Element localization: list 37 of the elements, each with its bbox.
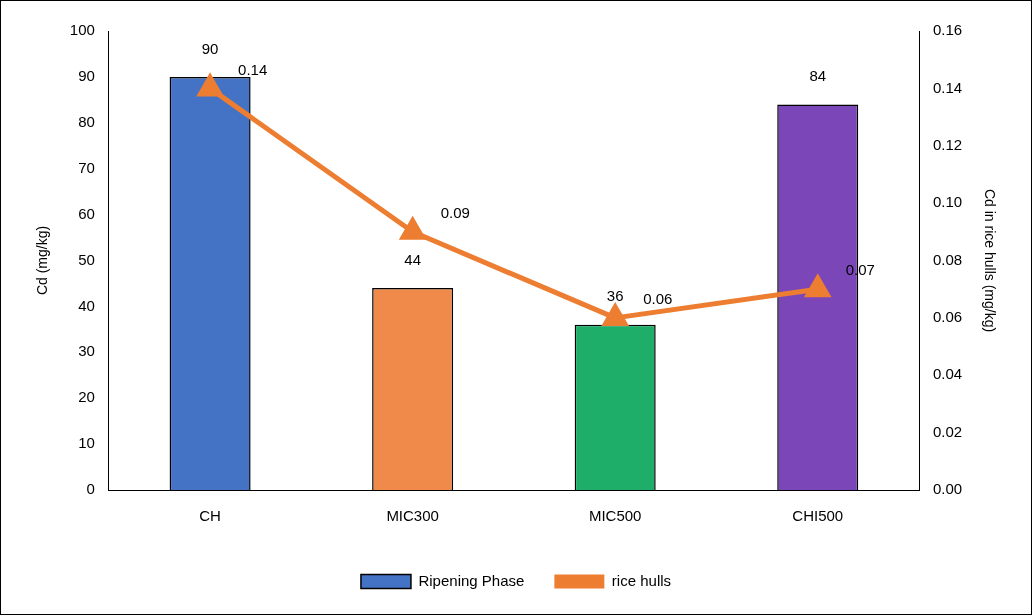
y-tick-label: 100 xyxy=(69,21,95,39)
y-tick-label: 90 xyxy=(78,67,95,85)
data-label: 36 xyxy=(606,287,624,305)
point xyxy=(804,273,832,298)
legend-label: rice hulls xyxy=(611,571,672,589)
y2-tick-label: 0.12 xyxy=(933,135,963,153)
y-tick-label: 80 xyxy=(78,112,95,130)
y2-tick-label: 0.00 xyxy=(933,480,963,498)
data-label: 0.06 xyxy=(643,290,673,308)
y-tick-label: 70 xyxy=(78,158,95,176)
y-tick-label: 50 xyxy=(78,250,95,268)
data-label: 0.14 xyxy=(238,60,268,78)
y-tick-label: 40 xyxy=(78,296,95,314)
x-tick-label: CH xyxy=(199,507,221,525)
y2-tick-label: 0.16 xyxy=(933,21,963,39)
y2-tick-label: 0.04 xyxy=(933,365,963,383)
y2-tick-label: 0.08 xyxy=(933,250,963,268)
y2-axis-title: Cd in rice hulls (mg/kg) xyxy=(981,188,998,333)
y-tick-label: 0 xyxy=(86,480,95,498)
y-tick-label: 30 xyxy=(78,342,95,360)
data-label: 44 xyxy=(404,250,421,268)
y-tick-label: 60 xyxy=(78,204,95,222)
x-tick-label: MIC500 xyxy=(588,507,642,525)
legend-label: Ripening Phase xyxy=(418,571,525,589)
data-label: 90 xyxy=(201,39,219,57)
y2-tick-label: 0.10 xyxy=(933,193,963,211)
y-tick-label: 20 xyxy=(78,388,95,406)
x-tick-label: MIC300 xyxy=(386,507,439,525)
y2-tick-label: 0.06 xyxy=(933,308,963,326)
y-tick-label: 10 xyxy=(78,434,95,452)
y2-tick-label: 0.14 xyxy=(933,78,963,96)
data-label: 84 xyxy=(809,67,827,85)
y-axis-title: Cd (mg/kg) xyxy=(34,225,51,296)
y2-tick-label: 0.02 xyxy=(933,422,963,440)
point xyxy=(196,72,223,97)
data-label: 0.09 xyxy=(440,203,470,221)
x-tick-label: CHI500 xyxy=(792,507,844,525)
